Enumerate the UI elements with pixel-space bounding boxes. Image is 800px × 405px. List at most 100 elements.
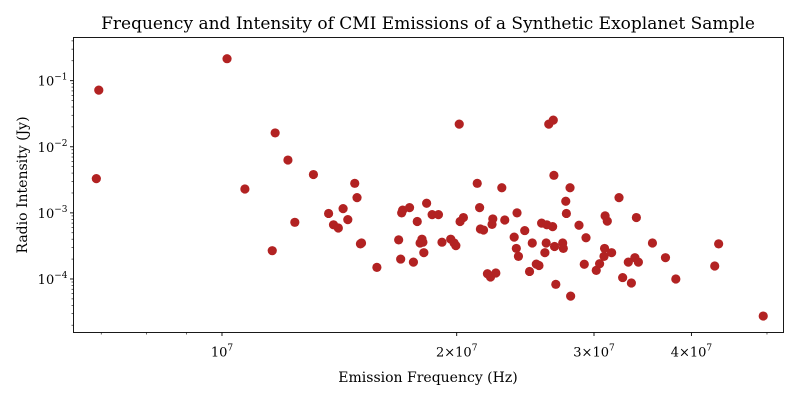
data-point <box>333 223 343 233</box>
data-point <box>396 254 406 264</box>
data-point <box>647 238 658 248</box>
data-point <box>338 204 348 214</box>
data-point <box>561 208 571 219</box>
x-tick-label: 3×107 <box>573 344 615 361</box>
y-tick-label: 10−2 <box>38 139 68 156</box>
data-point <box>91 174 101 184</box>
y-tick-exponent: −2 <box>54 139 67 149</box>
data-point <box>594 259 605 269</box>
x-tick-mantissa: 3× <box>573 346 592 361</box>
x-tick-exponent: 7 <box>227 344 233 354</box>
data-point <box>714 239 724 249</box>
data-point <box>394 235 404 245</box>
data-point <box>478 225 489 235</box>
data-point <box>270 128 280 138</box>
x-tick-exponent: 7 <box>706 344 712 354</box>
y-tick-label: 10−3 <box>38 205 68 222</box>
data-point <box>500 215 510 225</box>
y-tick-base: 10 <box>38 141 55 156</box>
data-point <box>475 203 485 213</box>
y-tick-label: 10−1 <box>38 73 68 90</box>
y-tick-exponent: −4 <box>54 271 68 281</box>
data-point <box>491 268 501 278</box>
data-point <box>454 119 464 129</box>
data-point <box>352 193 362 203</box>
x-tick-base: 10 <box>592 346 609 361</box>
data-point <box>618 272 628 283</box>
data-point <box>520 225 530 236</box>
data-point <box>419 248 429 258</box>
data-point <box>758 311 768 321</box>
data-point <box>614 193 624 203</box>
x-axis-label: Emission Frequency (Hz) <box>338 370 517 386</box>
y-tick-label: 10−4 <box>38 271 68 288</box>
data-point <box>451 240 461 251</box>
data-point <box>631 212 641 223</box>
data-point <box>548 222 558 232</box>
data-point <box>558 243 568 254</box>
data-point <box>541 238 551 248</box>
y-tick-exponent: −1 <box>54 73 67 83</box>
data-point <box>574 220 584 230</box>
chart-title: Frequency and Intensity of CMI Emissions… <box>101 14 755 34</box>
x-tick-labels: 107 2×107 3×107 4×107 <box>211 344 713 361</box>
data-point <box>534 260 544 271</box>
data-point <box>579 259 589 269</box>
x-tick-exponent: 7 <box>472 344 478 354</box>
data-point <box>527 238 537 248</box>
data-point <box>513 251 524 261</box>
data-point <box>581 233 591 243</box>
data-point <box>94 85 104 95</box>
x-tick-label: 2×107 <box>436 344 478 361</box>
data-point <box>222 54 232 64</box>
data-point <box>540 248 550 258</box>
data-point <box>323 208 334 219</box>
data-point <box>408 257 419 267</box>
data-point <box>671 274 681 284</box>
x-tick-base: 10 <box>211 346 228 361</box>
data-point <box>633 257 643 267</box>
data-points <box>91 54 768 321</box>
data-point <box>308 169 319 180</box>
data-point <box>433 210 444 220</box>
major-ticks <box>70 80 692 336</box>
data-point <box>356 238 367 248</box>
y-tick-labels: 10−410−310−210−1 <box>38 73 68 288</box>
data-point <box>710 261 720 271</box>
data-point <box>427 210 437 220</box>
y-tick-exponent: −3 <box>54 205 68 215</box>
data-point <box>602 216 612 226</box>
data-point <box>372 262 382 272</box>
data-point <box>626 278 636 288</box>
data-point <box>472 178 482 188</box>
y-tick-base: 10 <box>38 207 55 222</box>
data-point <box>458 212 469 223</box>
data-point <box>497 183 507 193</box>
data-point <box>404 203 415 213</box>
data-point <box>660 253 671 263</box>
x-tick-mantissa: 2× <box>436 346 455 361</box>
data-point <box>267 246 277 256</box>
data-point <box>412 216 422 227</box>
x-tick-label: 4×107 <box>671 344 713 361</box>
y-tick-base: 10 <box>38 273 55 288</box>
data-point <box>511 243 521 254</box>
data-point <box>422 198 432 208</box>
data-point <box>512 208 522 218</box>
x-tick-label: 107 <box>211 344 234 361</box>
data-point <box>418 237 428 247</box>
data-point <box>599 251 609 261</box>
data-point <box>566 291 576 301</box>
data-point <box>551 279 561 289</box>
data-point <box>509 232 519 242</box>
data-point <box>350 178 360 188</box>
data-point <box>240 184 250 194</box>
x-tick-exponent: 7 <box>609 344 615 354</box>
data-point <box>437 237 447 247</box>
plot-frame <box>73 37 784 333</box>
data-point <box>606 248 617 258</box>
data-point <box>283 155 293 165</box>
